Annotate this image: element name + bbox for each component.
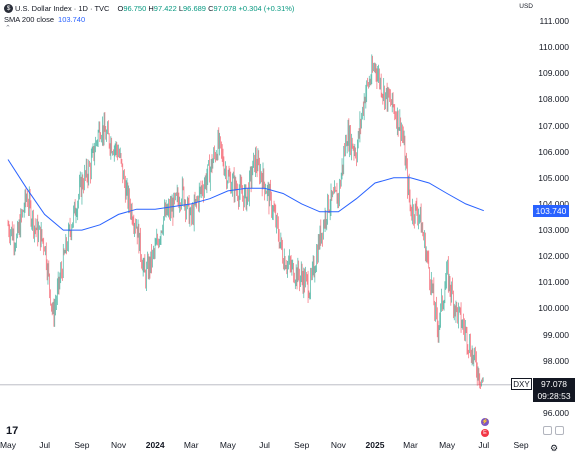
- price-tick: 102.000: [538, 251, 569, 262]
- price-tick: 100.000: [538, 303, 569, 314]
- earnings-event-icon[interactable]: E: [481, 429, 489, 437]
- price-tick: 96.000: [543, 408, 569, 418]
- scroll-left-button[interactable]: [543, 426, 552, 435]
- price-tick: 111.000: [539, 16, 569, 26]
- time-tick: 2025: [365, 440, 385, 450]
- price-tick: 106.000: [538, 146, 569, 157]
- price-tick: 104.000: [538, 198, 569, 209]
- ohlc-values: O96.750 H97.422 L96.689 C97.078 +0.304 (…: [117, 3, 295, 13]
- symbol-title[interactable]: U.S. Dollar Index · 1D · TVC: [15, 3, 110, 13]
- dividend-event-icon[interactable]: ⚡: [481, 418, 489, 426]
- symbol-badge: DXY: [511, 378, 532, 390]
- sma-price-badge: 103.740: [533, 205, 569, 217]
- time-tick: Mar: [183, 440, 199, 450]
- change-value: +0.304 (+0.31%): [238, 3, 295, 13]
- time-tick: Jul: [259, 440, 270, 450]
- time-tick: May: [219, 440, 236, 450]
- time-tick: Sep: [74, 440, 90, 450]
- price-tick: 107.000: [538, 120, 569, 131]
- bar-countdown: 09:28:53: [533, 390, 575, 402]
- close-value: 97.078: [213, 3, 237, 13]
- time-tick: May: [439, 440, 456, 450]
- time-tick: Nov: [110, 440, 127, 450]
- low-value: 96.689: [183, 3, 206, 13]
- high-value: 97.422: [153, 3, 177, 13]
- chevron-up-icon[interactable]: ⌃: [5, 25, 11, 32]
- price-tick: 110.000: [538, 42, 569, 53]
- indicator-value: 103.740: [58, 15, 86, 24]
- time-tick: May: [0, 440, 17, 450]
- sma-200-line: [7, 159, 484, 231]
- time-tick: Nov: [330, 440, 346, 450]
- currency-label[interactable]: USD: [519, 3, 533, 10]
- time-tick: Sep: [294, 440, 310, 450]
- time-tick: Mar: [403, 440, 418, 450]
- time-tick: Jul: [478, 440, 490, 450]
- price-tick: 101.000: [538, 277, 569, 288]
- time-tick: 2024: [145, 440, 165, 450]
- time-tick: Jul: [39, 440, 51, 450]
- price-tick: 103.000: [538, 225, 569, 236]
- last-price-label: 97.078: [533, 378, 575, 390]
- tradingview-logo-icon[interactable]: 17: [6, 425, 19, 437]
- scroll-right-button[interactable]: [555, 426, 564, 435]
- last-price-marker: DXY 97.078 09:28:53: [511, 378, 575, 402]
- price-tick: 109.000: [538, 68, 569, 79]
- price-tick: 105.000: [538, 172, 569, 183]
- symbol-logo-icon: $: [4, 3, 13, 13]
- price-tick: 99.000: [543, 329, 569, 340]
- price-tick: 98.000: [543, 355, 569, 366]
- price-tick: 108.000: [538, 94, 569, 105]
- indicator-name[interactable]: SMA 200 close: [4, 15, 55, 24]
- open-value: 96.750: [123, 3, 147, 13]
- chart-legend: $ U.S. Dollar Index · 1D · TVC O96.750 H…: [4, 2, 294, 25]
- gear-icon[interactable]: ⚙: [550, 443, 559, 453]
- time-tick: Sep: [513, 440, 529, 450]
